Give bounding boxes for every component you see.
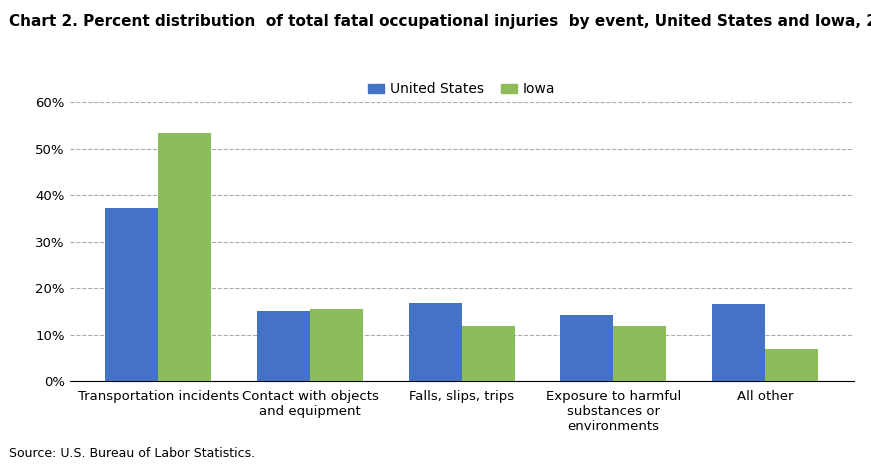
Legend: United States, Iowa: United States, Iowa bbox=[362, 77, 561, 102]
Bar bbox=[613, 326, 666, 381]
Bar bbox=[159, 133, 212, 381]
Text: Chart 2. Percent distribution  of total fatal occupational injuries  by event, U: Chart 2. Percent distribution of total f… bbox=[9, 14, 871, 29]
Bar bbox=[257, 311, 310, 381]
Bar bbox=[462, 326, 515, 381]
Text: Source: U.S. Bureau of Labor Statistics.: Source: U.S. Bureau of Labor Statistics. bbox=[9, 447, 255, 460]
Bar bbox=[408, 303, 462, 381]
Bar bbox=[310, 309, 363, 381]
Bar bbox=[712, 304, 765, 381]
Bar bbox=[765, 349, 818, 381]
Bar bbox=[105, 208, 159, 381]
Bar bbox=[560, 315, 613, 381]
